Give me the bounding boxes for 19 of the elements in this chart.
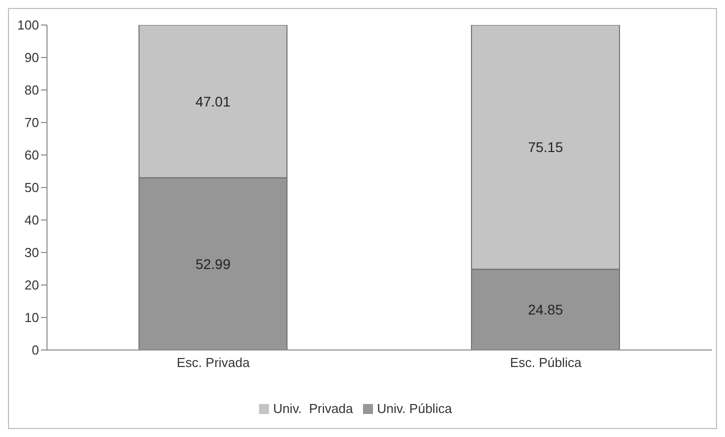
x-tick-label: Esc. Privada [176, 355, 250, 370]
data-label: 24.85 [528, 302, 564, 318]
y-tick-label: 70 [24, 115, 39, 130]
y-tick-label: 80 [24, 82, 39, 98]
y-tick-label: 20 [24, 278, 39, 293]
data-label: 75.15 [528, 139, 564, 156]
y-tick-label: 40 [24, 212, 39, 228]
y-tick-label: 100 [17, 18, 39, 33]
x-tick-label: Esc. Pública [510, 355, 582, 370]
y-tick-label: 0 [32, 342, 39, 358]
y-tick-label: 30 [24, 245, 39, 260]
legend-label: Univ. Pública [377, 401, 452, 416]
y-tick-label: 10 [24, 310, 39, 326]
data-label: 47.01 [195, 93, 231, 110]
y-tick-label: 90 [24, 50, 39, 66]
y-tick-label: 50 [24, 180, 39, 196]
data-label: 52.99 [195, 256, 231, 272]
legend-label: Univ. Privada [273, 401, 354, 416]
y-tick-label: 60 [24, 148, 39, 163]
